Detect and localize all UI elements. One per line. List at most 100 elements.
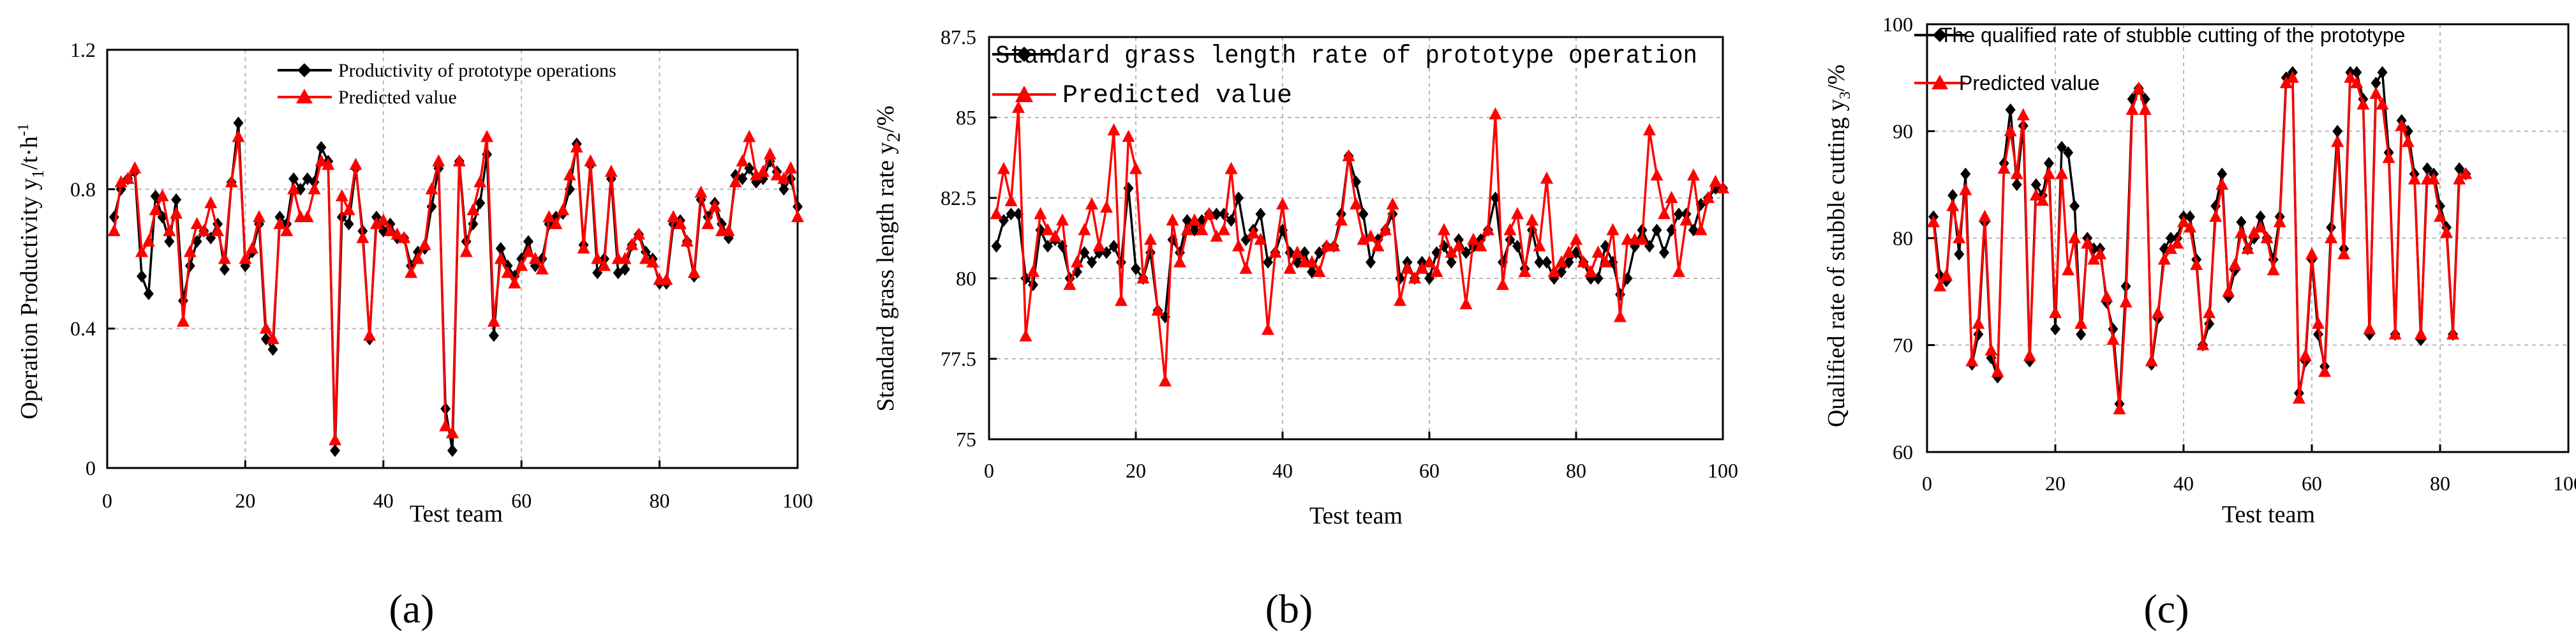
point-prototype [1043, 239, 1053, 253]
point-predicted [515, 259, 528, 271]
y-tick-label: 82.5 [941, 186, 976, 209]
point-predicted [2434, 209, 2446, 222]
point-predicted [2042, 167, 2055, 179]
point-prototype [143, 287, 154, 301]
point-predicted [301, 210, 314, 222]
x-tick-label: 60 [2302, 472, 2322, 495]
point-predicted [1048, 229, 1062, 242]
point-predicted [2164, 241, 2177, 254]
point-predicted [1415, 261, 1429, 274]
point-predicted [604, 165, 618, 177]
point-predicted [743, 130, 756, 142]
point-predicted [356, 230, 369, 243]
point-prototype [316, 140, 327, 154]
point-predicted [1195, 223, 1209, 236]
x-tick-label: 80 [1566, 459, 1586, 482]
point-predicted [1408, 271, 1421, 283]
point-predicted [253, 210, 266, 222]
point-prototype [2063, 146, 2074, 159]
point-predicted [2279, 76, 2293, 89]
point-predicted [1687, 168, 1700, 181]
point-predicted [736, 154, 749, 167]
chart-a-y-axis-label: Operation Productivity y1/t·h-1 [15, 123, 47, 419]
point-predicted [1496, 278, 1509, 290]
point-predicted [2081, 236, 2094, 249]
point-predicted [2312, 317, 2325, 329]
point-predicted [1327, 239, 1341, 252]
point-predicted [411, 252, 424, 264]
point-predicted [729, 175, 742, 188]
chart-b-legend: Standard grass length rate of prototype … [992, 42, 1697, 110]
point-predicted [1927, 215, 1940, 227]
point-prototype [620, 262, 630, 276]
point-predicted [2062, 263, 2075, 276]
point-predicted [1306, 255, 1318, 268]
point-predicted [2446, 327, 2460, 340]
point-prototype [1263, 255, 1273, 269]
point-predicted [1716, 181, 1729, 193]
point-predicted [2215, 177, 2229, 190]
point-predicted [2151, 306, 2164, 319]
point-predicted [1254, 232, 1267, 245]
y-tick-label: 0 [86, 456, 96, 479]
point-predicted [784, 161, 798, 174]
point-predicted [439, 419, 452, 432]
point-predicted [1313, 264, 1326, 277]
y-tick-label: 77.5 [941, 347, 976, 370]
point-predicted [2337, 247, 2351, 260]
point-predicted [1012, 100, 1025, 113]
point-predicted [1144, 232, 1157, 245]
point-predicted [2247, 225, 2261, 238]
point-predicted [591, 252, 604, 264]
x-tick-label: 80 [650, 489, 670, 512]
point-predicted [763, 147, 777, 160]
point-prototype [1233, 192, 1244, 204]
point-prototype [2377, 66, 2388, 79]
point-predicted [149, 203, 162, 216]
point-predicted [1972, 317, 1985, 329]
point-predicted [2459, 167, 2473, 179]
point-predicted [204, 196, 218, 209]
point-predicted [1071, 255, 1083, 268]
point-predicted [287, 182, 301, 195]
point-predicted [639, 252, 652, 264]
point-predicted [2427, 172, 2440, 185]
point-predicted [1115, 294, 1128, 306]
point-predicted [466, 203, 480, 216]
point-predicted [2119, 295, 2133, 308]
point-predicted [2260, 231, 2274, 243]
point-prototype [288, 172, 299, 185]
point-prototype [2185, 210, 2196, 223]
point-predicted [2395, 119, 2408, 132]
point-predicted [2235, 225, 2248, 238]
point-predicted [2177, 215, 2190, 227]
point-prototype [1226, 214, 1237, 227]
panel-label-b: (b) [1265, 586, 1313, 631]
point-predicted [1122, 130, 1135, 142]
point-predicted [750, 168, 763, 181]
chart-c-y-axis-label: Qualified rate of stubble cutting y3/% [1823, 64, 1854, 427]
point-predicted [2074, 317, 2088, 329]
chart-b-legend-label-1: Standard grass length rate of prototype … [995, 42, 1697, 71]
point-prototype [1651, 223, 1662, 237]
point-predicted [528, 252, 542, 264]
point-predicted [701, 216, 715, 229]
point-predicted [128, 161, 142, 174]
point-predicted [1027, 264, 1039, 277]
point-predicted [1533, 239, 1546, 252]
point-predicted [446, 426, 459, 439]
point-predicted [1232, 239, 1245, 252]
y-tick-label: 80 [956, 267, 976, 290]
chart-a-ticks: 0 20 40 60 80 100 0 0.4 0.8 1.2 [70, 38, 813, 512]
point-predicted [1540, 171, 1553, 184]
point-prototype [2332, 124, 2343, 138]
chart-a: 0 20 40 60 80 100 0 0.4 0.8 1.2 Productivity of p… [15, 38, 813, 631]
point-predicted [563, 168, 576, 181]
point-prototype [1366, 255, 1376, 269]
x-tick-label: 80 [2430, 472, 2450, 495]
point-predicted [660, 273, 673, 285]
point-predicted [1584, 264, 1597, 277]
point-predicted [577, 241, 590, 254]
point-prototype [2043, 156, 2054, 170]
point-predicted [2138, 103, 2152, 115]
